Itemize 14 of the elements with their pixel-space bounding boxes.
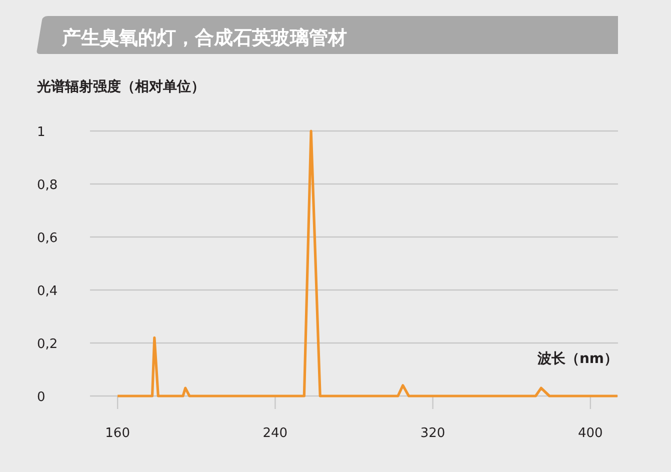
x-tick-label: 320 <box>420 426 446 441</box>
y-tick-label: 0,6 <box>37 231 58 246</box>
x-axis-title: 波长（nm） <box>536 351 618 367</box>
x-tick-label: 160 <box>105 426 130 441</box>
x-tick-label: 240 <box>262 426 288 441</box>
y-tick-label: 0,4 <box>37 284 58 299</box>
y-axis-title: 光谱辐射强度（相对单位） <box>36 78 205 95</box>
y-tick-label: 0 <box>37 390 46 405</box>
y-tick-label: 0,8 <box>37 178 58 193</box>
line-series <box>116 130 619 398</box>
chart-title: 产生臭氧的灯，合成石英玻璃管材 <box>61 27 347 49</box>
x-tick-label: 400 <box>578 426 603 441</box>
y-tick-label: 1 <box>37 125 46 140</box>
y-tick-label: 0,2 <box>37 337 58 352</box>
